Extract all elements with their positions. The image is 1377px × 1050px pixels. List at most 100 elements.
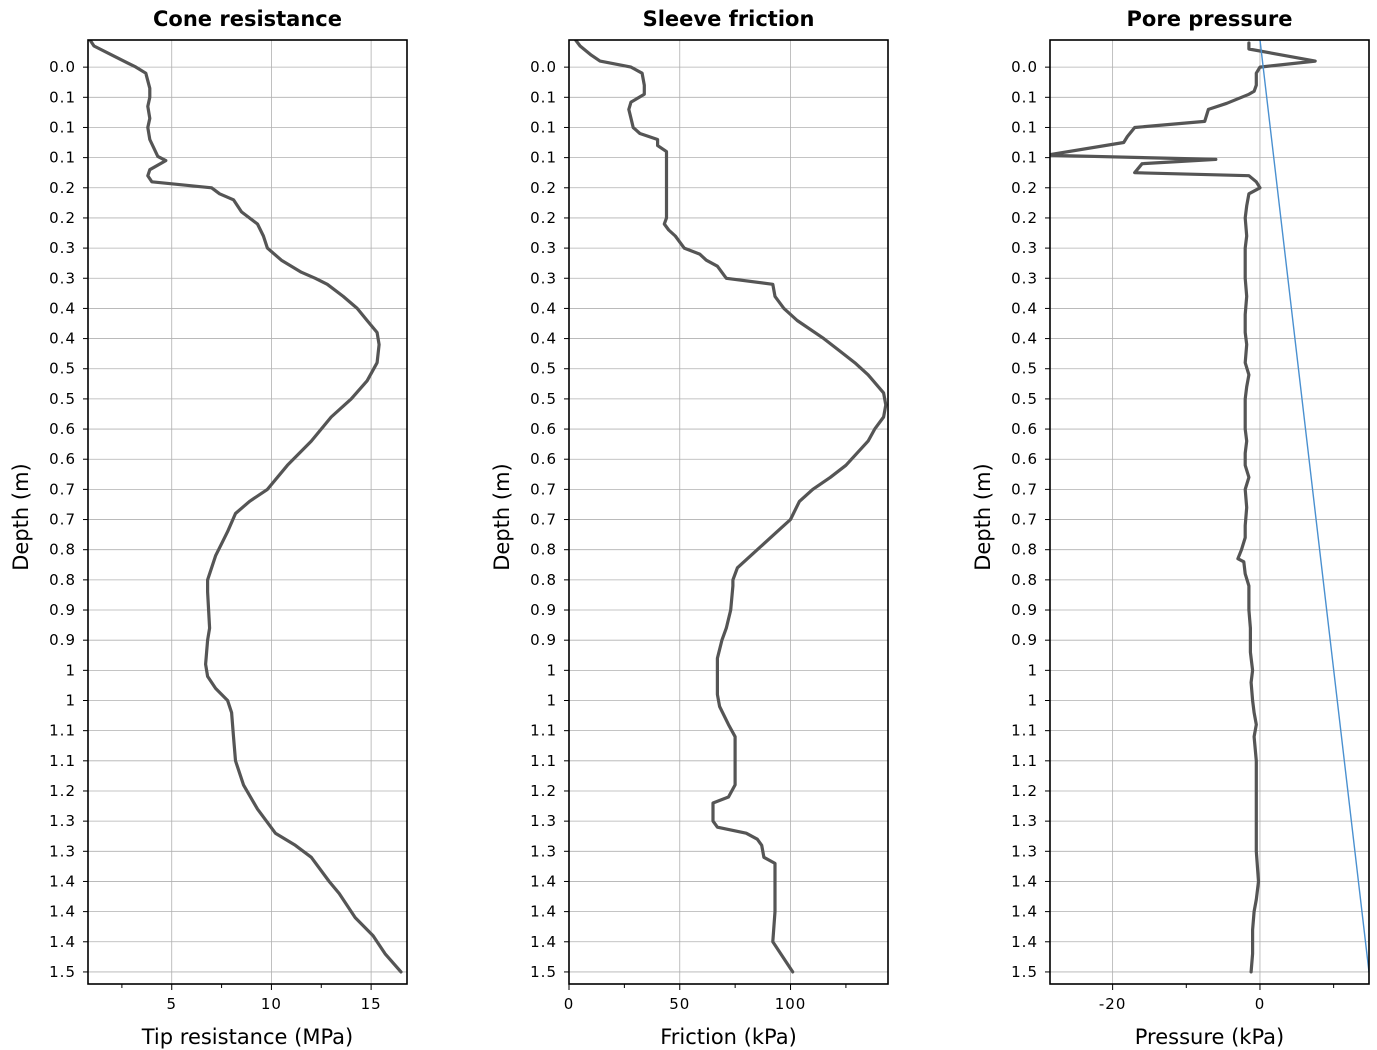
y-tick-label: 1.1 [1011,722,1038,740]
y-tick-label: 0.4 [1011,299,1038,317]
y-tick-label: 0.5 [530,360,557,378]
y-tick-label: 0.3 [1011,269,1038,287]
y-tick-label: 1.4 [530,933,557,951]
y-tick-label: 0.2 [530,209,557,227]
y-tick-label: 0.3 [49,269,76,287]
y-tick-label: 1.5 [530,963,557,981]
y-tick-label: 1.2 [530,782,557,800]
y-tick-label: 0.4 [530,299,557,317]
y-tick-label: 0.3 [1011,239,1038,257]
chart-title: Pore pressure [1127,7,1293,31]
y-tick-label: 0.5 [1011,360,1038,378]
y-tick-label: 0.4 [49,330,76,348]
y-tick-label: 1 [1027,661,1038,679]
x-axis-label: Friction (kPa) [660,1025,797,1049]
x-tick-label: 10 [261,995,282,1013]
x-tick-label: -20 [1099,995,1127,1013]
y-tick-label: 1.3 [530,812,557,830]
y-tick-label: 1.4 [49,872,76,890]
y-tick-label: 0.1 [1011,88,1038,106]
y-tick-label: 1.2 [49,782,76,800]
y-tick-label: 1 [1027,691,1038,709]
x-tick-label: 5 [166,995,177,1013]
y-tick-label: 0.5 [49,390,76,408]
y-tick-label: 0.4 [1011,330,1038,348]
y-tick-label: 0.9 [530,631,557,649]
y-tick-label: 1.4 [530,903,557,921]
y-tick-label: 1.5 [49,963,76,981]
y-tick-label: 1.4 [49,903,76,921]
chart-panel-1: 0.0 0.1 0.1 0.1 0.2 0.2 0.3 0.3 0.4 0.4 0.5 0.5 0.6 0… [9,7,408,1049]
y-tick-label: 1.1 [49,722,76,740]
y-tick-label: 0.8 [1011,541,1038,559]
y-tick-label: 1.4 [49,933,76,951]
y-tick-label: 0.8 [49,541,76,559]
y-tick-label: 1.3 [49,812,76,830]
y-tick-label: 0.2 [1011,179,1038,197]
y-tick-label: 0.2 [49,209,76,227]
y-tick-label: 0.9 [1011,631,1038,649]
x-axis-label: Pressure (kPa) [1135,1025,1284,1049]
y-tick-label: 0.6 [530,450,557,468]
y-axis-label: Depth (m) [971,463,995,570]
x-tick-label: 15 [361,995,382,1013]
y-tick-label: 0.9 [530,601,557,619]
plot-frame [568,39,889,985]
y-tick-label: 1.4 [530,872,557,890]
y-tick-label: 0.6 [530,420,557,438]
y-tick-label: 0.1 [530,149,557,167]
y-tick-label: 1.4 [1011,872,1038,890]
y-tick-label: 1.2 [1011,782,1038,800]
y-tick-label: 0.3 [530,239,557,257]
y-tick-label: 1.1 [530,722,557,740]
y-tick-label: 0.0 [530,58,557,76]
y-tick-label: 0.8 [1011,571,1038,589]
y-tick-label: 0.1 [530,118,557,136]
y-tick-label: 0.7 [530,511,557,529]
y-tick-label: 1.4 [1011,933,1038,951]
y-tick-label: 0.6 [1011,420,1038,438]
y-tick-label: 1.3 [49,842,76,860]
y-tick-label: 0.1 [49,88,76,106]
y-tick-label: 0.0 [49,58,76,76]
y-tick-label: 1.3 [530,842,557,860]
chart-title: Cone resistance [153,7,342,31]
y-tick-label: 0.6 [49,450,76,468]
y-tick-label: 1.3 [1011,812,1038,830]
y-tick-label: 0.8 [49,571,76,589]
y-tick-label: 0.2 [1011,209,1038,227]
y-tick-label: 0.4 [49,299,76,317]
y-tick-label: 0.8 [530,541,557,559]
y-tick-label: 0.3 [530,269,557,287]
y-tick-label: 0.1 [1011,149,1038,167]
y-tick-label: 0.0 [1011,58,1038,76]
x-tick-label: 0 [564,995,575,1013]
y-tick-label: 0.7 [49,511,76,529]
y-tick-label: 0.4 [530,330,557,348]
y-tick-label: 0.5 [1011,390,1038,408]
y-tick-label: 0.2 [49,179,76,197]
y-axis-label: Depth (m) [9,463,33,570]
y-tick-label: 0.2 [530,179,557,197]
y-tick-label: 0.1 [530,88,557,106]
series-line-hydrostatic [1259,40,1369,973]
x-tick-label: 50 [669,995,690,1013]
x-axis-label: Tip resistance (MPa) [141,1025,353,1049]
x-tick-label: 100 [775,995,807,1013]
y-tick-label: 0.9 [1011,601,1038,619]
series-line-1 [573,40,888,974]
plot-frame [87,39,408,985]
plot-frame [1049,39,1370,985]
y-tick-label: 0.5 [530,390,557,408]
y-tick-label: 1 [65,661,76,679]
y-tick-label: 0.9 [49,631,76,649]
y-tick-label: 1 [65,691,76,709]
chart-title: Sleeve friction [643,7,815,31]
chart-panel-2: 0.0 0.1 0.1 0.1 0.2 0.2 0.3 0.3 0.4 0.4 0.5 0.5 0.6 0… [490,7,889,1049]
y-tick-label: 1 [546,661,557,679]
y-tick-label: 1.3 [1011,842,1038,860]
y-tick-label: 1.4 [1011,903,1038,921]
y-tick-label: 1.1 [49,752,76,770]
y-tick-label: 0.3 [49,239,76,257]
